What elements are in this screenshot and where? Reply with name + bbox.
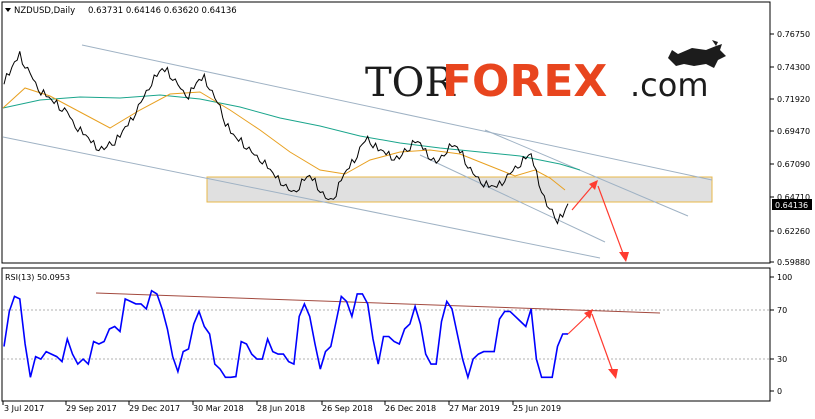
price-axis: 0.76750 0.74300 0.71920 0.69470 0.67090 … — [770, 30, 812, 267]
channel-inner-lower-line[interactable] — [419, 154, 606, 243]
time-tick: 29 Sep 2017 — [66, 404, 117, 413]
current-price-label: 0.64136 — [775, 201, 808, 210]
time-axis: 3 Jul 2017 29 Sep 2017 29 Dec 2017 30 Ma… — [2, 401, 561, 413]
time-tick: 28 Jun 2018 — [257, 404, 305, 413]
price-tick: 0.71920 — [777, 95, 810, 104]
dropdown-icon[interactable] — [5, 8, 11, 12]
price-tick: 0.59880 — [777, 258, 810, 267]
price-tick: 0.62260 — [777, 227, 810, 236]
rsi-forecast-arrows[interactable] — [567, 309, 618, 379]
forecast-arrows[interactable] — [571, 180, 629, 262]
price-line — [3, 51, 569, 225]
forecast-down-arrowhead — [619, 252, 629, 262]
rsi-label: RSI(13) 50.0953 — [5, 273, 70, 282]
rsi-tick: 100 — [777, 273, 792, 282]
rsi-axis: 100 70 30 0 — [770, 273, 792, 396]
rsi-trendline[interactable] — [95, 292, 661, 314]
time-tick: 26 Sep 2018 — [322, 404, 373, 413]
rsi-plot-frame — [1, 267, 771, 402]
rsi-forecast-up-arrowhead — [584, 309, 593, 319]
rsi-line — [3, 289, 569, 381]
time-tick: 26 Dec 2018 — [385, 404, 436, 413]
price-tick: 0.74300 — [777, 63, 810, 72]
time-tick: 30 Mar 2018 — [193, 404, 244, 413]
time-tick: 3 Jul 2017 — [4, 404, 44, 413]
symbol-label: NZDUSD,Daily — [14, 6, 75, 16]
ma-fast-line — [2, 87, 566, 191]
price-tick: 0.69470 — [777, 127, 810, 136]
forecast-up-arrowhead — [589, 180, 598, 190]
price-tick: 0.67090 — [777, 160, 810, 169]
price-tick: 0.64710 — [777, 193, 810, 202]
ma-slow-line — [2, 94, 581, 171]
channel-lower-line[interactable] — [2, 136, 601, 259]
logo-text-tor: TOR — [365, 60, 456, 106]
time-tick: 25 Jun 2019 — [513, 404, 561, 413]
support-zone[interactable] — [206, 176, 713, 203]
current-price-marker — [772, 199, 812, 210]
rsi-forecast-up-line[interactable] — [567, 313, 590, 335]
rsi-tick: 70 — [777, 306, 787, 315]
time-tick: 27 Mar 2019 — [449, 404, 500, 413]
price-tick: 0.76750 — [777, 30, 810, 39]
rsi-tick: 0 — [777, 387, 782, 396]
ohlc-values: 0.63731 0.64146 0.63620 0.64136 — [88, 6, 237, 16]
channel-lines[interactable] — [2, 44, 713, 259]
time-tick: 29 Dec 2017 — [129, 404, 180, 413]
chart-header: NZDUSD,Daily 0.63731 0.64146 0.63620 0.6… — [5, 6, 237, 16]
rsi-forecast-down-arrowhead — [608, 369, 618, 379]
torforex-logo: TOR FOREX .com — [365, 40, 726, 107]
logo-text-com: .com — [630, 66, 709, 104]
rsi-tick: 30 — [777, 355, 787, 364]
bull-icon — [668, 40, 726, 68]
forecast-down-line[interactable] — [597, 185, 625, 257]
channel-upper-line[interactable] — [81, 44, 713, 181]
main-plot-frame — [1, 1, 771, 264]
forecast-up-line[interactable] — [571, 182, 596, 211]
logo-text-forex: FOREX — [442, 56, 607, 107]
rsi-forecast-down-line[interactable] — [591, 313, 614, 373]
channel-inner-upper-line[interactable] — [484, 129, 689, 217]
